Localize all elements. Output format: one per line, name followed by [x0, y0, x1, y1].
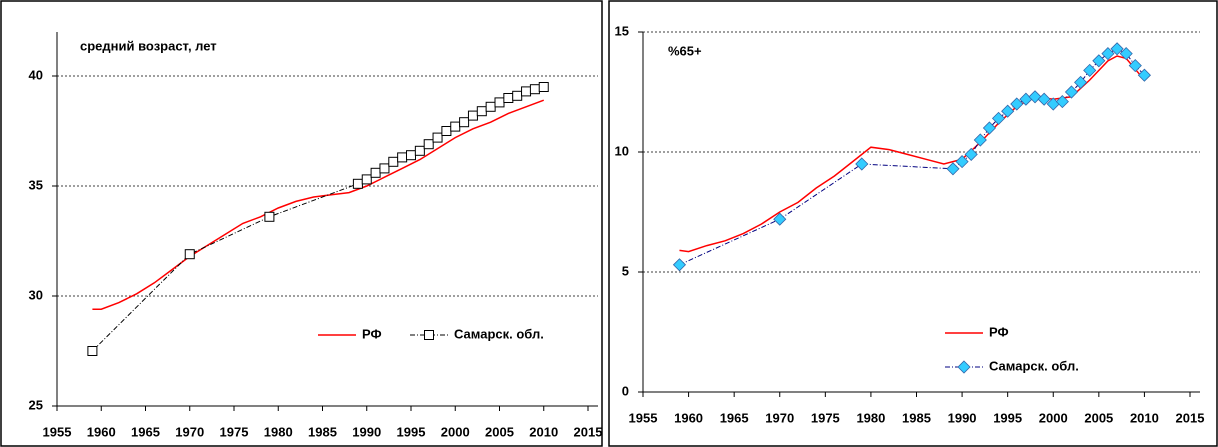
- marker: [397, 152, 408, 163]
- x-tick-label: 1990: [352, 424, 381, 439]
- marker: [423, 139, 434, 150]
- marker: [485, 101, 496, 112]
- x-tick-label: 1990: [948, 410, 977, 425]
- x-tick-label: 1995: [397, 424, 426, 439]
- x-tick-label: 1955: [629, 410, 658, 425]
- x-tick-label: 1975: [811, 410, 840, 425]
- series-line: [92, 86, 544, 352]
- chart-title: средний возраст, лет: [80, 38, 217, 53]
- marker: [441, 126, 452, 136]
- marker: [432, 132, 443, 143]
- x-tick-label: 1970: [175, 424, 204, 439]
- marker: [512, 90, 523, 101]
- marker: [964, 147, 978, 161]
- x-tick-label: 1965: [131, 424, 160, 439]
- marker: [973, 133, 987, 147]
- marker: [1092, 54, 1106, 68]
- chart-title: %65+: [668, 43, 702, 58]
- y-tick-label: 15: [615, 23, 629, 38]
- marker: [1028, 90, 1042, 104]
- marker: [1055, 95, 1069, 109]
- legend-label: РФ: [362, 326, 382, 341]
- marker: [379, 163, 390, 174]
- marker: [1064, 85, 1079, 99]
- x-tick-label: 1980: [264, 424, 293, 439]
- marker: [352, 178, 363, 189]
- marker: [1010, 97, 1024, 111]
- marker: [1001, 104, 1015, 118]
- left-panel-frame: [0, 0, 603, 447]
- x-tick-label: 2010: [1130, 410, 1159, 425]
- marker: [87, 346, 98, 356]
- y-tick-label: 35: [29, 177, 43, 192]
- marker: [388, 156, 399, 167]
- marker: [1119, 47, 1133, 61]
- marker: [494, 97, 505, 108]
- marker: [1074, 75, 1088, 89]
- x-tick-label: 2000: [1039, 410, 1068, 425]
- legend-marker: [424, 330, 434, 340]
- marker: [1110, 42, 1124, 56]
- marker: [538, 82, 549, 92]
- x-tick-label: 2015: [574, 424, 603, 439]
- legend-label: Самарск. обл.: [454, 326, 544, 341]
- marker: [467, 110, 478, 121]
- y-tick-label: 30: [29, 287, 43, 302]
- marker: [855, 157, 869, 171]
- x-tick-label: 1960: [87, 424, 116, 439]
- marker: [406, 150, 416, 161]
- x-tick-label: 1970: [765, 410, 794, 425]
- series-line: [679, 48, 1145, 266]
- x-tick-label: 1965: [720, 410, 749, 425]
- x-tick-label: 1975: [220, 424, 249, 439]
- y-tick-label: 0: [622, 383, 629, 398]
- x-tick-label: 2000: [441, 424, 470, 439]
- series-line: [92, 99, 545, 310]
- marker: [946, 162, 960, 176]
- x-tick-label: 1980: [856, 410, 885, 425]
- marker: [370, 167, 381, 178]
- marker: [459, 117, 470, 128]
- right-panel-frame: [608, 0, 1218, 447]
- x-tick-label: 1960: [674, 410, 703, 425]
- marker: [982, 121, 996, 135]
- x-tick-label: 1985: [902, 410, 931, 425]
- marker: [1101, 47, 1115, 61]
- marker: [1137, 68, 1151, 82]
- marker: [991, 111, 1006, 125]
- x-tick-label: 2015: [1176, 410, 1205, 425]
- marker: [503, 93, 514, 103]
- x-tick-label: 1985: [308, 424, 337, 439]
- x-tick-label: 2010: [529, 424, 558, 439]
- marker: [414, 145, 425, 156]
- y-tick-label: 10: [615, 143, 629, 158]
- marker: [672, 258, 687, 272]
- series-line: [679, 55, 1145, 253]
- marker: [264, 211, 275, 222]
- legend-label: РФ: [989, 324, 1009, 339]
- marker: [450, 121, 461, 132]
- marker: [184, 249, 195, 260]
- marker: [1083, 63, 1097, 77]
- y-tick-label: 5: [622, 263, 629, 278]
- marker: [1128, 59, 1142, 73]
- x-tick-label: 1955: [43, 424, 72, 439]
- marker: [1037, 92, 1051, 106]
- marker: [955, 155, 969, 169]
- legend-label: Самарск. обл.: [989, 358, 1079, 373]
- x-tick-label: 2005: [1084, 410, 1113, 425]
- y-tick-label: 25: [29, 397, 43, 412]
- x-tick-label: 2005: [485, 424, 514, 439]
- marker: [361, 174, 372, 185]
- y-tick-label: 40: [29, 67, 43, 82]
- marker: [476, 106, 487, 117]
- marker: [773, 212, 787, 226]
- legend-marker: [957, 360, 971, 374]
- x-tick-label: 1995: [993, 410, 1022, 425]
- marker: [521, 86, 532, 97]
- marker: [529, 84, 540, 95]
